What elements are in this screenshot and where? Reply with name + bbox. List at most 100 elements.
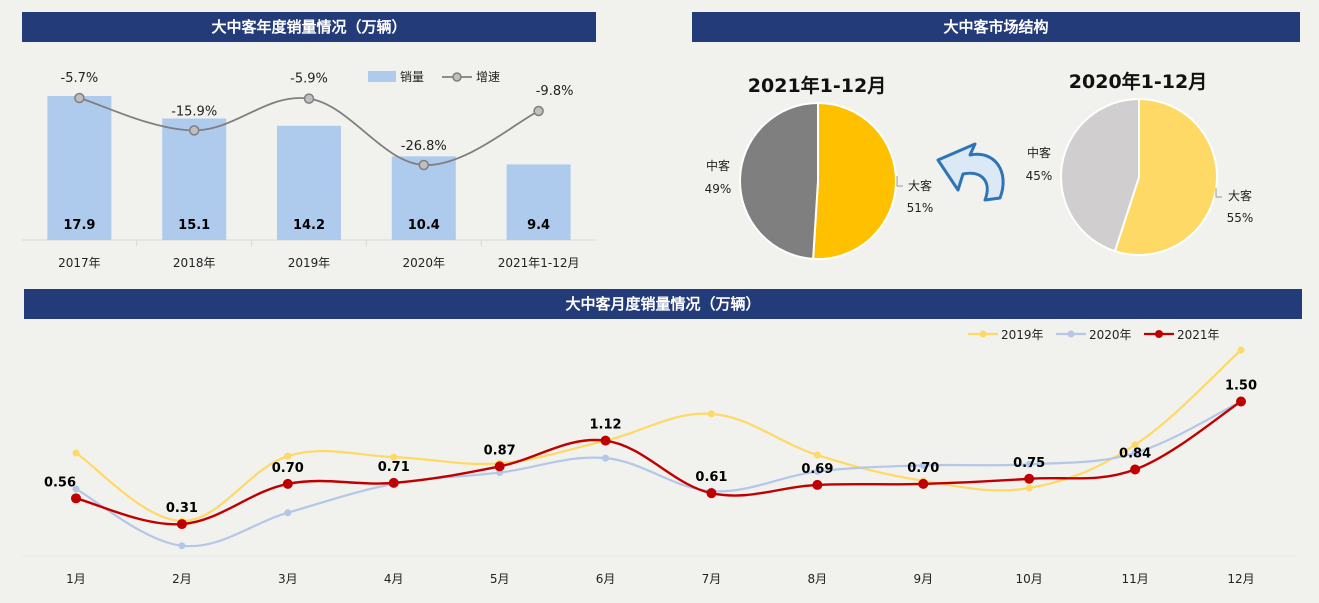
- series-point: [284, 452, 292, 460]
- annual-bar: [47, 96, 112, 240]
- data-label-2021: 1.12: [590, 418, 622, 433]
- comparison-arrow-icon: [936, 142, 1005, 202]
- growth-rate-label: -26.8%: [401, 139, 447, 154]
- monthly-x-tick-label: 5月: [490, 572, 510, 586]
- data-label-2021: 0.71: [378, 460, 410, 475]
- data-label-2021: 0.69: [801, 462, 833, 477]
- series-point: [1130, 464, 1141, 475]
- data-label-2021: 0.56: [44, 475, 76, 490]
- pie-slice-percent: 55%: [1227, 211, 1254, 225]
- monthly-x-tick-label: 4月: [384, 572, 404, 586]
- pie-slice-name: 中客: [706, 158, 730, 173]
- growth-rate-point: [418, 159, 430, 171]
- monthly-x-tick-label: 7月: [702, 572, 722, 586]
- series-point: [919, 461, 927, 469]
- annual-x-tick-label: 2021年1-12月: [498, 256, 580, 270]
- annual-x-tick-label: 2017年: [58, 256, 101, 270]
- data-label-2021: 0.84: [1119, 446, 1151, 461]
- annual-bar: [391, 156, 456, 240]
- series-point: [1025, 460, 1033, 468]
- annual-chart-title: 大中客年度销量情况（万辆）: [211, 18, 407, 36]
- series-point: [496, 469, 504, 477]
- pie-slice-percent: 51%: [907, 201, 934, 215]
- annual-x-tick-label: 2018年: [173, 256, 216, 270]
- annual-bar-label: 15.1: [178, 218, 210, 233]
- series-line-2020年: [75, 400, 1242, 548]
- monthly-x-tick-label: 9月: [913, 572, 933, 586]
- legend-sales-swatch: [368, 71, 396, 82]
- series-point: [496, 459, 504, 467]
- monthly-chart-title-band: 大中客月度销量情况（万辆）: [24, 289, 1302, 319]
- series-point: [494, 461, 505, 472]
- growth-rate-line: [79, 97, 539, 166]
- pie-slice: [1113, 97, 1218, 256]
- series-point: [72, 449, 80, 457]
- legend-growth-label: 增速: [476, 70, 500, 84]
- series-point: [812, 479, 823, 490]
- pie-slice-name: 大客: [1228, 188, 1252, 203]
- growth-rate-point: [533, 105, 544, 117]
- series-point: [1025, 484, 1033, 492]
- series-point: [707, 410, 715, 418]
- growth-rate-label: -15.9%: [171, 104, 217, 119]
- series-point: [178, 517, 186, 525]
- series-point: [284, 509, 292, 517]
- series-point: [1024, 473, 1035, 484]
- series-point: [1236, 396, 1246, 407]
- series-point: [602, 437, 610, 445]
- annual-bar-label: 14.2: [293, 218, 325, 233]
- series-point: [71, 493, 81, 504]
- pie-slice: [739, 101, 819, 260]
- legend-label: 2019年: [1001, 328, 1044, 342]
- monthly-x-tick-label: 12月: [1227, 572, 1254, 586]
- data-label-2021: 0.87: [484, 443, 516, 458]
- series-point: [918, 478, 929, 489]
- monthly-x-tick-label: 3月: [278, 572, 298, 586]
- growth-rate-label: -5.9%: [290, 72, 328, 87]
- series-point: [707, 487, 715, 495]
- legend-marker: [1067, 330, 1075, 338]
- pie-slice-name: 中客: [1027, 145, 1051, 160]
- monthly-chart-title: 大中客月度销量情况（万辆）: [565, 295, 761, 313]
- series-point: [176, 519, 187, 530]
- series-point: [919, 477, 927, 485]
- annual-x-tick-label: 2019年: [288, 256, 331, 270]
- annual-bar: [506, 164, 571, 240]
- pie-leader-line: [1215, 188, 1222, 198]
- growth-rate-label: -9.8%: [536, 84, 574, 99]
- series-point: [813, 451, 821, 459]
- annual-bar: [277, 125, 341, 240]
- growth-rate-label: -5.7%: [61, 71, 99, 86]
- monthly-x-tick-label: 8月: [808, 572, 828, 586]
- monthly-x-tick-label: 11月: [1121, 572, 1148, 586]
- annual-x-tick-label: 2020年: [403, 256, 446, 270]
- pie-title: 2020年1-12月: [1069, 70, 1207, 93]
- legend-marker: [979, 330, 987, 338]
- monthly-x-tick-label: 6月: [596, 572, 616, 586]
- pie-slice-name: 大客: [908, 178, 932, 193]
- growth-rate-point: [74, 92, 85, 104]
- pie-title: 2021年1-12月: [748, 74, 886, 97]
- annual-bar-label: 10.4: [408, 218, 440, 233]
- legend-marker: [1155, 330, 1163, 338]
- monthly-x-tick-label: 1月: [66, 572, 86, 586]
- data-label-2021: 0.61: [695, 470, 727, 485]
- series-point: [813, 468, 821, 476]
- series-point: [390, 480, 398, 488]
- pie-leader-line: [896, 176, 903, 187]
- pie-slice-percent: 49%: [705, 182, 732, 196]
- series-point: [706, 488, 717, 499]
- pie-slice: [1060, 97, 1140, 253]
- legend-label: 2021年: [1177, 328, 1220, 342]
- structure-chart-title-band: 大中客市场结构: [692, 12, 1300, 42]
- annual-chart-title-band: 大中客年度销量情况（万辆）: [22, 12, 596, 42]
- data-label-2021: 1.50: [1225, 379, 1257, 394]
- series-line-2021年: [75, 400, 1242, 526]
- data-label-2021: 0.70: [907, 461, 939, 476]
- pie-slice-percent: 45%: [1026, 169, 1053, 183]
- legend-growth-marker: [452, 72, 462, 82]
- series-point: [1131, 441, 1139, 449]
- series-point: [1237, 346, 1245, 354]
- monthly-x-tick-label: 2月: [172, 572, 192, 586]
- annual-bar-label: 9.4: [527, 218, 550, 233]
